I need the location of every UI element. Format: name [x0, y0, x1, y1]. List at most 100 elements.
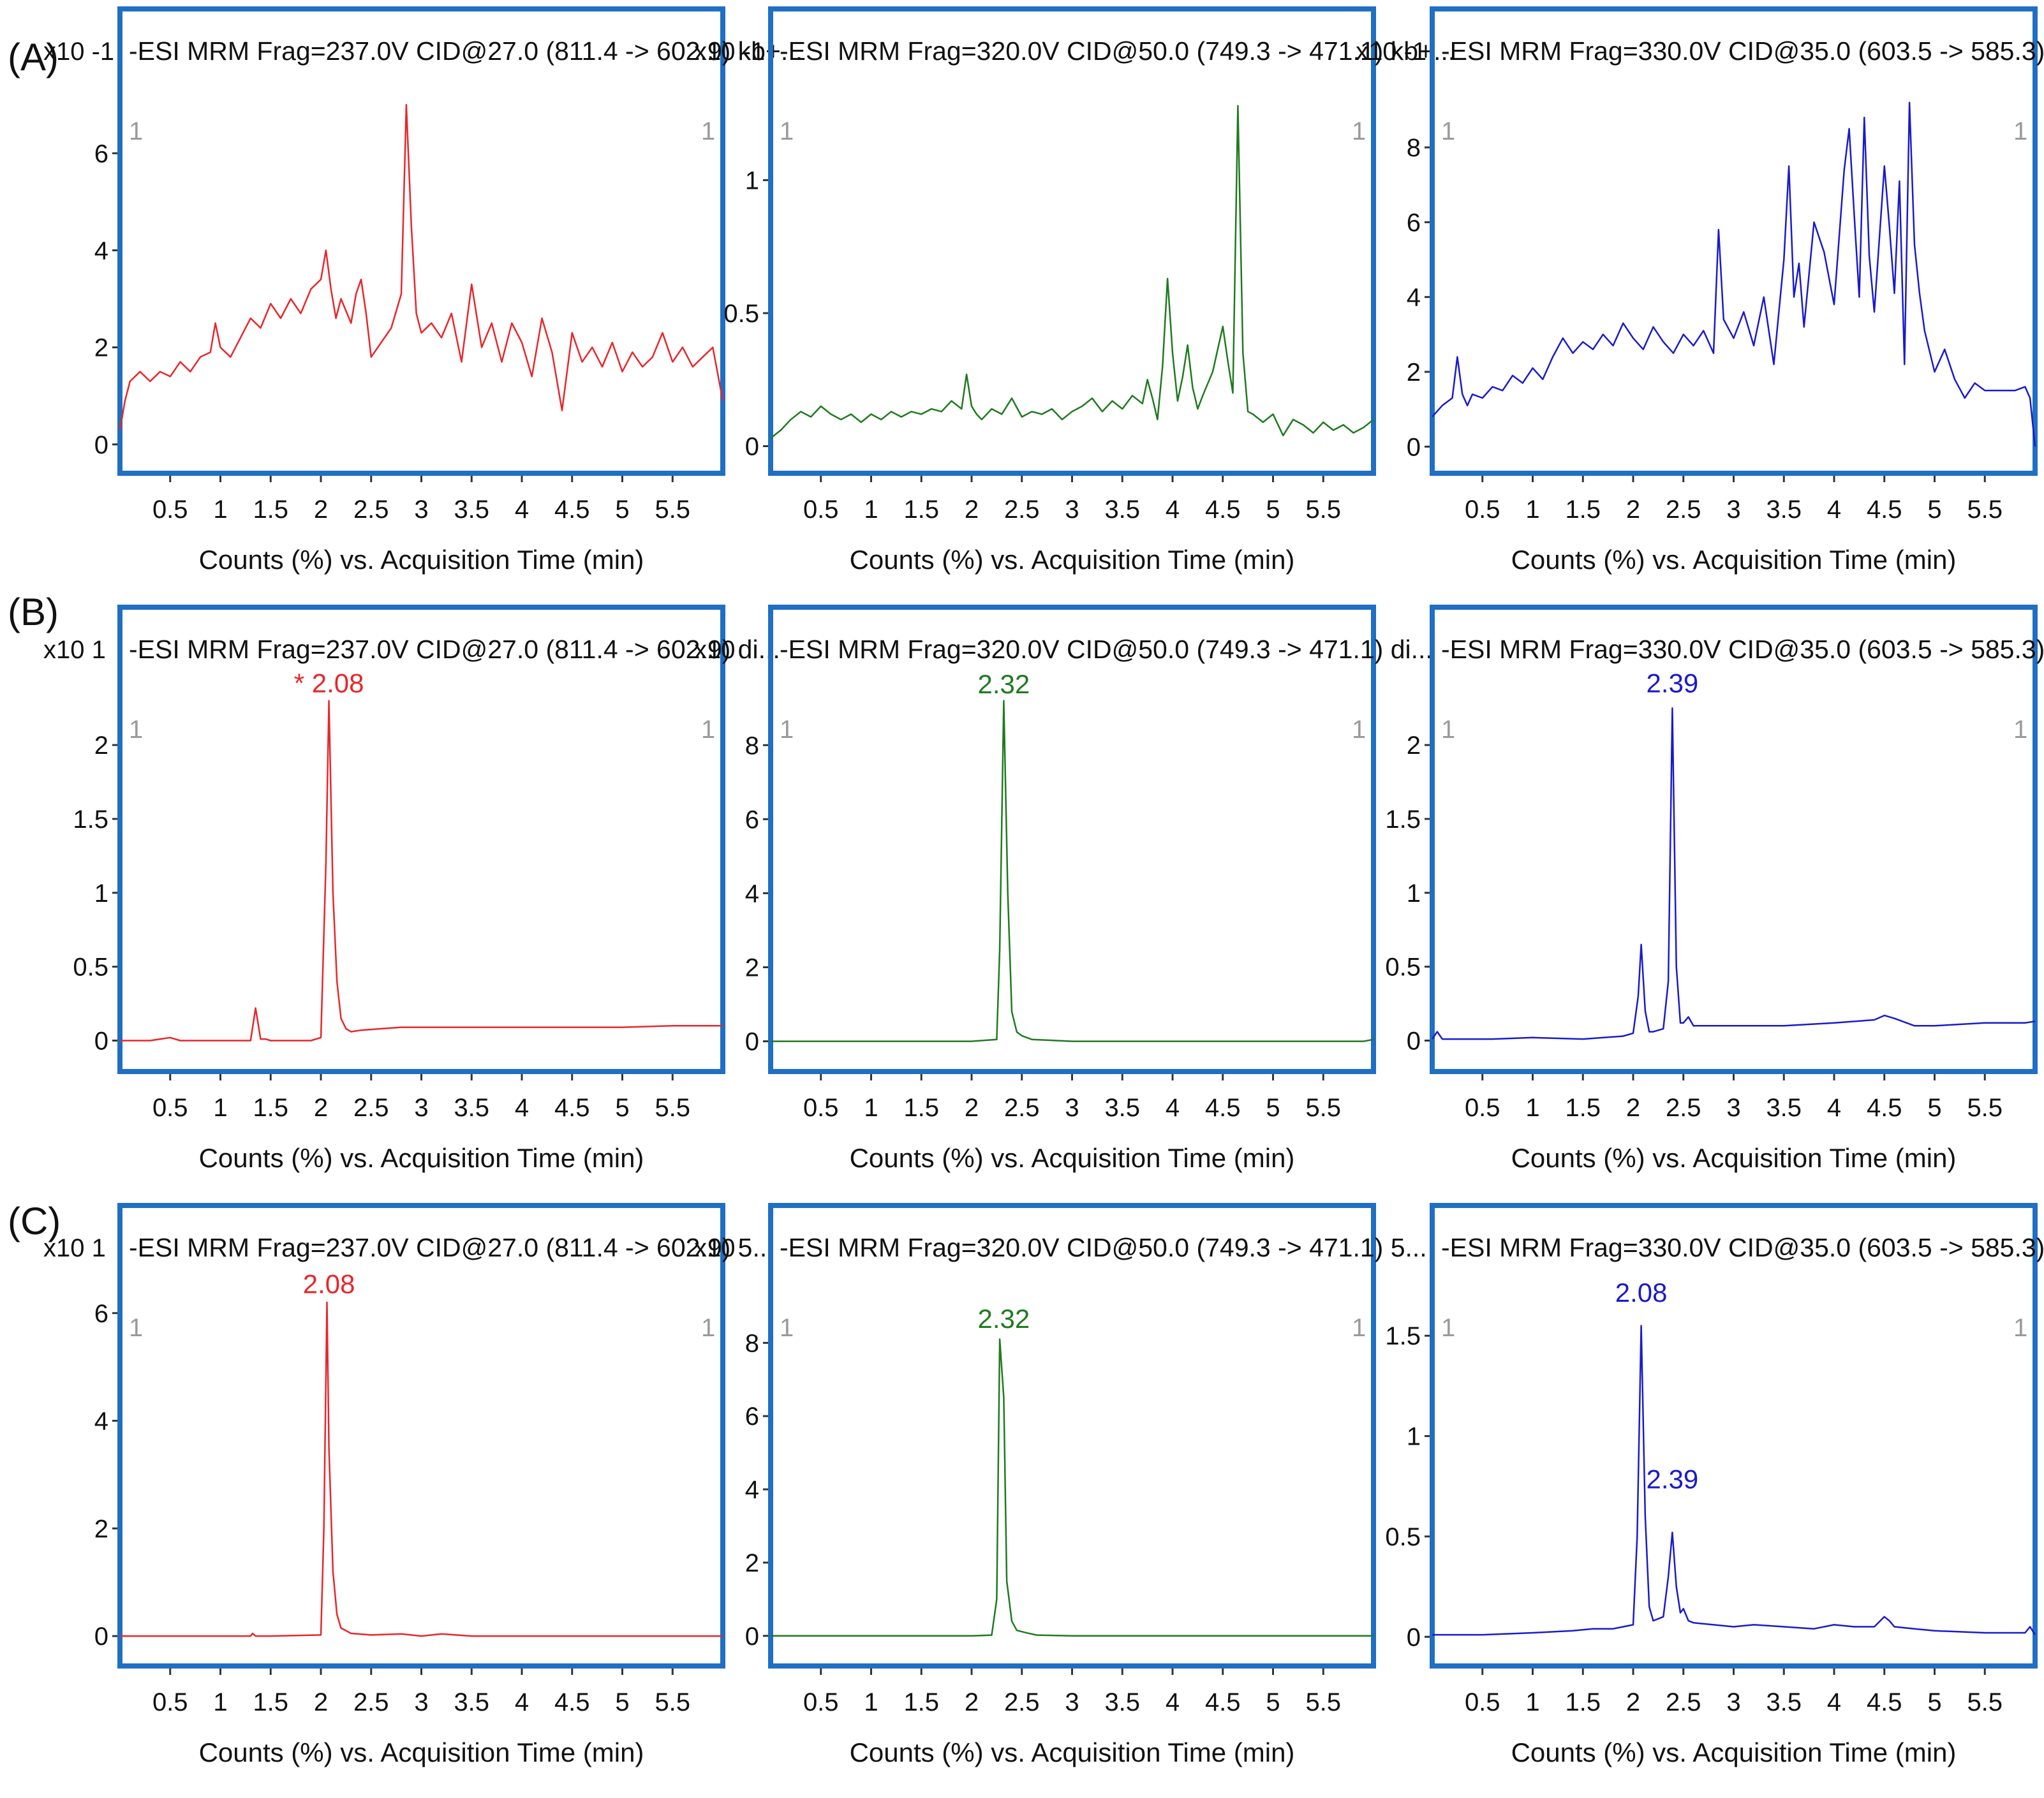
x-tick-label: 1: [1525, 1688, 1539, 1716]
x-tick-label: 4.5: [1205, 496, 1241, 524]
x-tick-label: 2.5: [1666, 1688, 1701, 1716]
x-tick-label: 1: [1525, 496, 1539, 524]
x-tick-label: 2.5: [1004, 1688, 1040, 1716]
corner-marker-right: 1: [1352, 1314, 1366, 1342]
corner-marker-right: 1: [701, 117, 715, 145]
panel-frame: [768, 1203, 1376, 1669]
x-tick-label: 2.5: [353, 496, 389, 524]
y-tick-label: 2: [94, 732, 108, 760]
x-tick-label: 1: [213, 496, 227, 524]
x-tick-label: 5.5: [1967, 1688, 2003, 1716]
y-tick-label: 6: [1407, 209, 1421, 237]
x-tick-label: 1.5: [253, 1094, 288, 1122]
x-tick-label: 1: [864, 496, 878, 524]
y-tick-label: 4: [745, 1476, 759, 1504]
x-tick-label: 0.5: [1465, 1688, 1500, 1716]
x-tick-label: 3: [414, 1094, 428, 1122]
x-tick-label: 5: [1266, 1094, 1280, 1122]
y-tick-label: 0: [1407, 433, 1421, 461]
x-tick-label: 4: [1827, 1688, 1841, 1716]
peak-label: 2.08: [1615, 1278, 1668, 1308]
x-axis-label: Counts (%) vs. Acquisition Time (min): [850, 1737, 1295, 1767]
x-tick-label: 4.5: [1867, 1094, 1902, 1122]
panel-title: -ESI MRM Frag=320.0V CID@50.0 (749.3 -> …: [780, 635, 1433, 664]
x-tick-label: 5.5: [1305, 1688, 1341, 1716]
corner-marker-left: 1: [1441, 117, 1455, 145]
x-tick-label: 4.5: [1867, 496, 1902, 524]
x-tick-label: 4: [1166, 496, 1180, 524]
y-tick-label: 0: [1407, 1623, 1421, 1651]
x-tick-label: 4: [1827, 1094, 1841, 1122]
x-tick-label: 2: [1626, 1688, 1640, 1716]
y-tick-label: 1: [1407, 880, 1421, 908]
y-tick-label: 0.5: [1385, 1523, 1421, 1551]
x-tick-label: 0.5: [803, 496, 839, 524]
x-tick-label: 3: [414, 496, 428, 524]
corner-marker-left: 1: [780, 1314, 794, 1342]
x-tick-label: 3.5: [1104, 1094, 1140, 1122]
y-tick-label: 1.5: [1385, 806, 1421, 834]
x-tick-label: 3: [414, 1688, 428, 1716]
y-tick-label: 1: [745, 166, 759, 195]
y-tick-label: 0.5: [723, 300, 759, 328]
chart-panel: -ESI MRM Frag=237.0V CID@27.0 (811.4 -> …: [43, 1203, 774, 1767]
x-tick-label: 0.5: [1465, 496, 1500, 524]
x-tick-label: 5: [1266, 496, 1280, 524]
y-tick-label: 1.5: [73, 806, 108, 834]
x-tick-label: 3: [1726, 1688, 1740, 1716]
row-label: (C): [8, 1200, 61, 1242]
x-tick-label: 4: [1827, 496, 1841, 524]
peak-label: * 2.08: [294, 668, 364, 698]
x-tick-label: 2.5: [353, 1688, 389, 1716]
row-label: (B): [8, 591, 59, 633]
corner-marker-right: 1: [701, 716, 715, 744]
x-tick-label: 1.5: [253, 1688, 288, 1716]
trace-line: [1431, 707, 2036, 1040]
y-tick-label: 1.5: [1385, 1322, 1421, 1350]
panel-title: -ESI MRM Frag=330.0V CID@35.0 (603.5 -> …: [1441, 1233, 2044, 1262]
y-tick-label: 2: [1407, 732, 1421, 760]
x-tick-label: 0.5: [152, 1094, 188, 1122]
y-tick-label: 0: [745, 432, 759, 461]
row-label: (A): [8, 36, 59, 78]
chart-panel: -ESI MRM Frag=330.0V CID@35.0 (603.5 -> …: [1385, 605, 2044, 1173]
x-tick-label: 3.5: [454, 496, 489, 524]
y-tick-label: 0: [94, 1623, 108, 1651]
trace-line: [120, 700, 723, 1042]
x-tick-label: 2.5: [1666, 1094, 1701, 1122]
panel-frame: [1430, 1203, 2038, 1669]
trace-line: [770, 105, 1374, 439]
x-tick-label: 2: [1626, 496, 1640, 524]
x-tick-label: 4.5: [554, 1688, 590, 1716]
x-tick-label: 0.5: [803, 1094, 839, 1122]
y-tick-label: 0: [1407, 1027, 1421, 1055]
x-tick-label: 1: [213, 1094, 227, 1122]
corner-marker-left: 1: [1441, 1314, 1455, 1342]
x-tick-label: 4: [1166, 1094, 1180, 1122]
x-tick-label: 1.5: [1565, 1688, 1601, 1716]
y-tick-label: 0: [745, 1028, 759, 1056]
trace-line: [771, 700, 1374, 1042]
x-tick-label: 3.5: [454, 1688, 489, 1716]
x-axis-label: Counts (%) vs. Acquisition Time (min): [850, 1143, 1295, 1173]
x-tick-label: 2: [314, 1094, 328, 1122]
x-axis-label: Counts (%) vs. Acquisition Time (min): [199, 1143, 644, 1173]
corner-marker-right: 1: [2013, 117, 2027, 145]
x-tick-label: 1.5: [253, 496, 288, 524]
x-tick-label: 5.5: [655, 1094, 690, 1122]
panel-frame: [768, 605, 1376, 1074]
panel-frame: [1430, 605, 2038, 1074]
x-tick-label: 1.5: [903, 496, 939, 524]
corner-marker-left: 1: [780, 716, 794, 744]
y-tick-label: 8: [745, 1329, 759, 1357]
peak-label: 2.32: [978, 1304, 1030, 1334]
trace-line: [771, 1338, 1374, 1637]
y-tick-label: 4: [94, 237, 108, 265]
corner-marker-left: 1: [129, 1314, 143, 1342]
x-tick-label: 1: [1525, 1094, 1539, 1122]
peak-label: 2.39: [1647, 668, 1699, 698]
x-tick-label: 5.5: [1967, 1094, 2003, 1122]
x-tick-label: 4.5: [1205, 1094, 1241, 1122]
x-tick-label: 5: [615, 496, 629, 524]
